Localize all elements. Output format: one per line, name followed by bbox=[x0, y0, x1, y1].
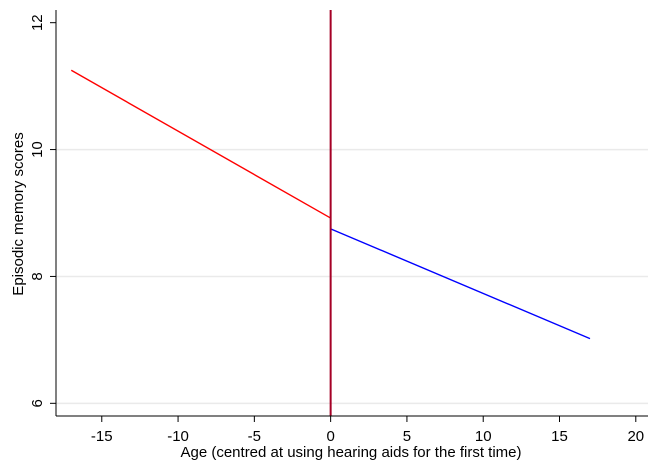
x-tick-label: -5 bbox=[248, 428, 261, 445]
x-tick-label: -15 bbox=[91, 428, 113, 445]
x-tick-label: 15 bbox=[551, 428, 568, 445]
y-axis-ticks: 6 8 10 12 bbox=[29, 14, 56, 407]
x-tick-label: 10 bbox=[475, 428, 492, 445]
x-tick-label: 5 bbox=[403, 428, 411, 445]
y-axis-title: Episodic memory scores bbox=[10, 132, 27, 295]
series-line-1 bbox=[70, 69, 331, 219]
y-tick-label: 6 bbox=[29, 399, 46, 407]
series-group bbox=[70, 69, 591, 340]
axes bbox=[55, 10, 648, 417]
x-axis-ticks: -15 -10 -5 0 5 10 15 20 bbox=[91, 416, 644, 445]
x-tick-label: 0 bbox=[326, 428, 334, 445]
y-tick-label: 10 bbox=[29, 141, 46, 158]
x-tick-label: -10 bbox=[167, 428, 189, 445]
x-tick-label: 20 bbox=[627, 428, 644, 445]
series-line-2 bbox=[330, 228, 591, 340]
y-tick-label: 12 bbox=[29, 14, 46, 31]
y-tick-label: 8 bbox=[29, 272, 46, 280]
gridlines bbox=[56, 148, 648, 405]
x-axis-title: Age (centred at using hearing aids for t… bbox=[180, 444, 521, 461]
